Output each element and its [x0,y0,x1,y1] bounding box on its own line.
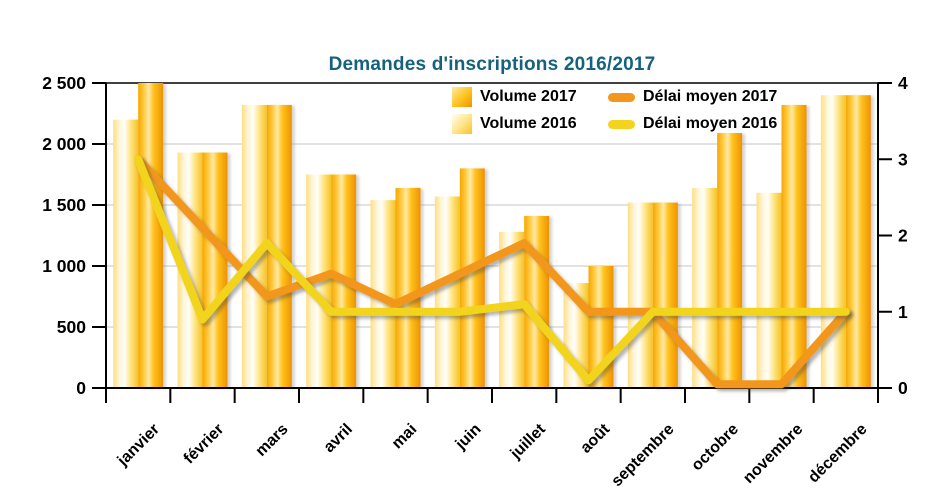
bar-volume-2017-janvier [138,83,164,388]
x-axis-label-octobre: octobre [688,421,742,475]
line-delai-moyen-2016 [134,155,850,385]
x-axis-label-janvier: janvier [114,421,163,470]
legend-column-delais: Délai moyen 2017 Délai moyen 2016 [608,87,777,134]
bar-volume-2017-mai [395,187,421,388]
right-axis-label-0: 0 [898,378,908,398]
left-axis-label-0: 0 [76,378,86,398]
left-axis-label-2 500: 2 500 [42,73,86,93]
left-axis-label-1 500: 1 500 [42,195,86,215]
right-axis-label-2: 2 [898,226,908,246]
left-axis-label-2 000: 2 000 [42,134,86,154]
legend-label: Volume 2017 [480,88,577,105]
bar-volume-2016-décembre [820,95,846,388]
delai-2016-line-swatch-icon [608,119,635,129]
x-axis-label-février: février [181,421,228,468]
bar-volume-2016-octobre [692,187,718,388]
line-delai-moyen-2017 [134,155,850,389]
right-axis-label-3: 3 [898,149,908,169]
bar-volume-2017-juin [459,168,485,388]
bar-volume-2016-novembre [756,192,782,388]
legend-item-delai-2017: Délai moyen 2017 [608,87,777,107]
bar-volume-2017-septembre [652,202,678,388]
x-axis-label-septembre: septembre [608,421,677,490]
bar-volume-2016-janvier [113,119,139,388]
bar-volume-2017-novembre [781,104,807,389]
x-axis-label-juin: juin [452,421,485,454]
x-axis-label-novembre: novembre [740,421,806,487]
x-axis-label-mai: mai [389,421,421,453]
x-axis-label-décembre: décembre [805,421,871,487]
right-axis-label-4: 4 [898,73,908,93]
legend-item-volume-2017: Volume 2017 [452,87,598,107]
legend-column-volumes: Volume 2017 Volume 2016 [452,87,598,134]
left-axis-label-1 000: 1 000 [42,256,86,276]
chart-legend: Volume 2017 Volume 2016 Délai moyen 2017… [452,87,777,134]
right-axis-label-1: 1 [898,302,908,322]
legend-label: Volume 2016 [480,115,577,132]
bar-volume-2016-septembre [627,202,653,388]
bar-volume-2017-février [202,152,228,388]
x-axis-label-juillet: juillet [507,420,550,463]
left-axis-label-500: 500 [57,317,86,337]
legend-item-volume-2016: Volume 2016 [452,114,598,134]
chart-title: Demandes d'inscriptions 2016/2017 [328,54,656,75]
bar-volume-2017-octobre [717,133,743,388]
bar-volume-2017-décembre [845,95,871,388]
legend-label: Délai moyen 2017 [643,88,778,105]
legend-label: Délai moyen 2016 [643,115,778,132]
legend-item-delai-2016: Délai moyen 2016 [608,114,777,134]
bar-volume-2016-juin [434,196,460,388]
delai-2017-line-swatch-icon [608,92,635,102]
volume-2017-swatch-icon [452,87,472,107]
x-axis-label-avril: avril [321,421,356,456]
x-axis-label-août: août [577,420,613,456]
volume-2016-swatch-icon [452,114,472,134]
x-axis-label-mars: mars [253,421,292,460]
